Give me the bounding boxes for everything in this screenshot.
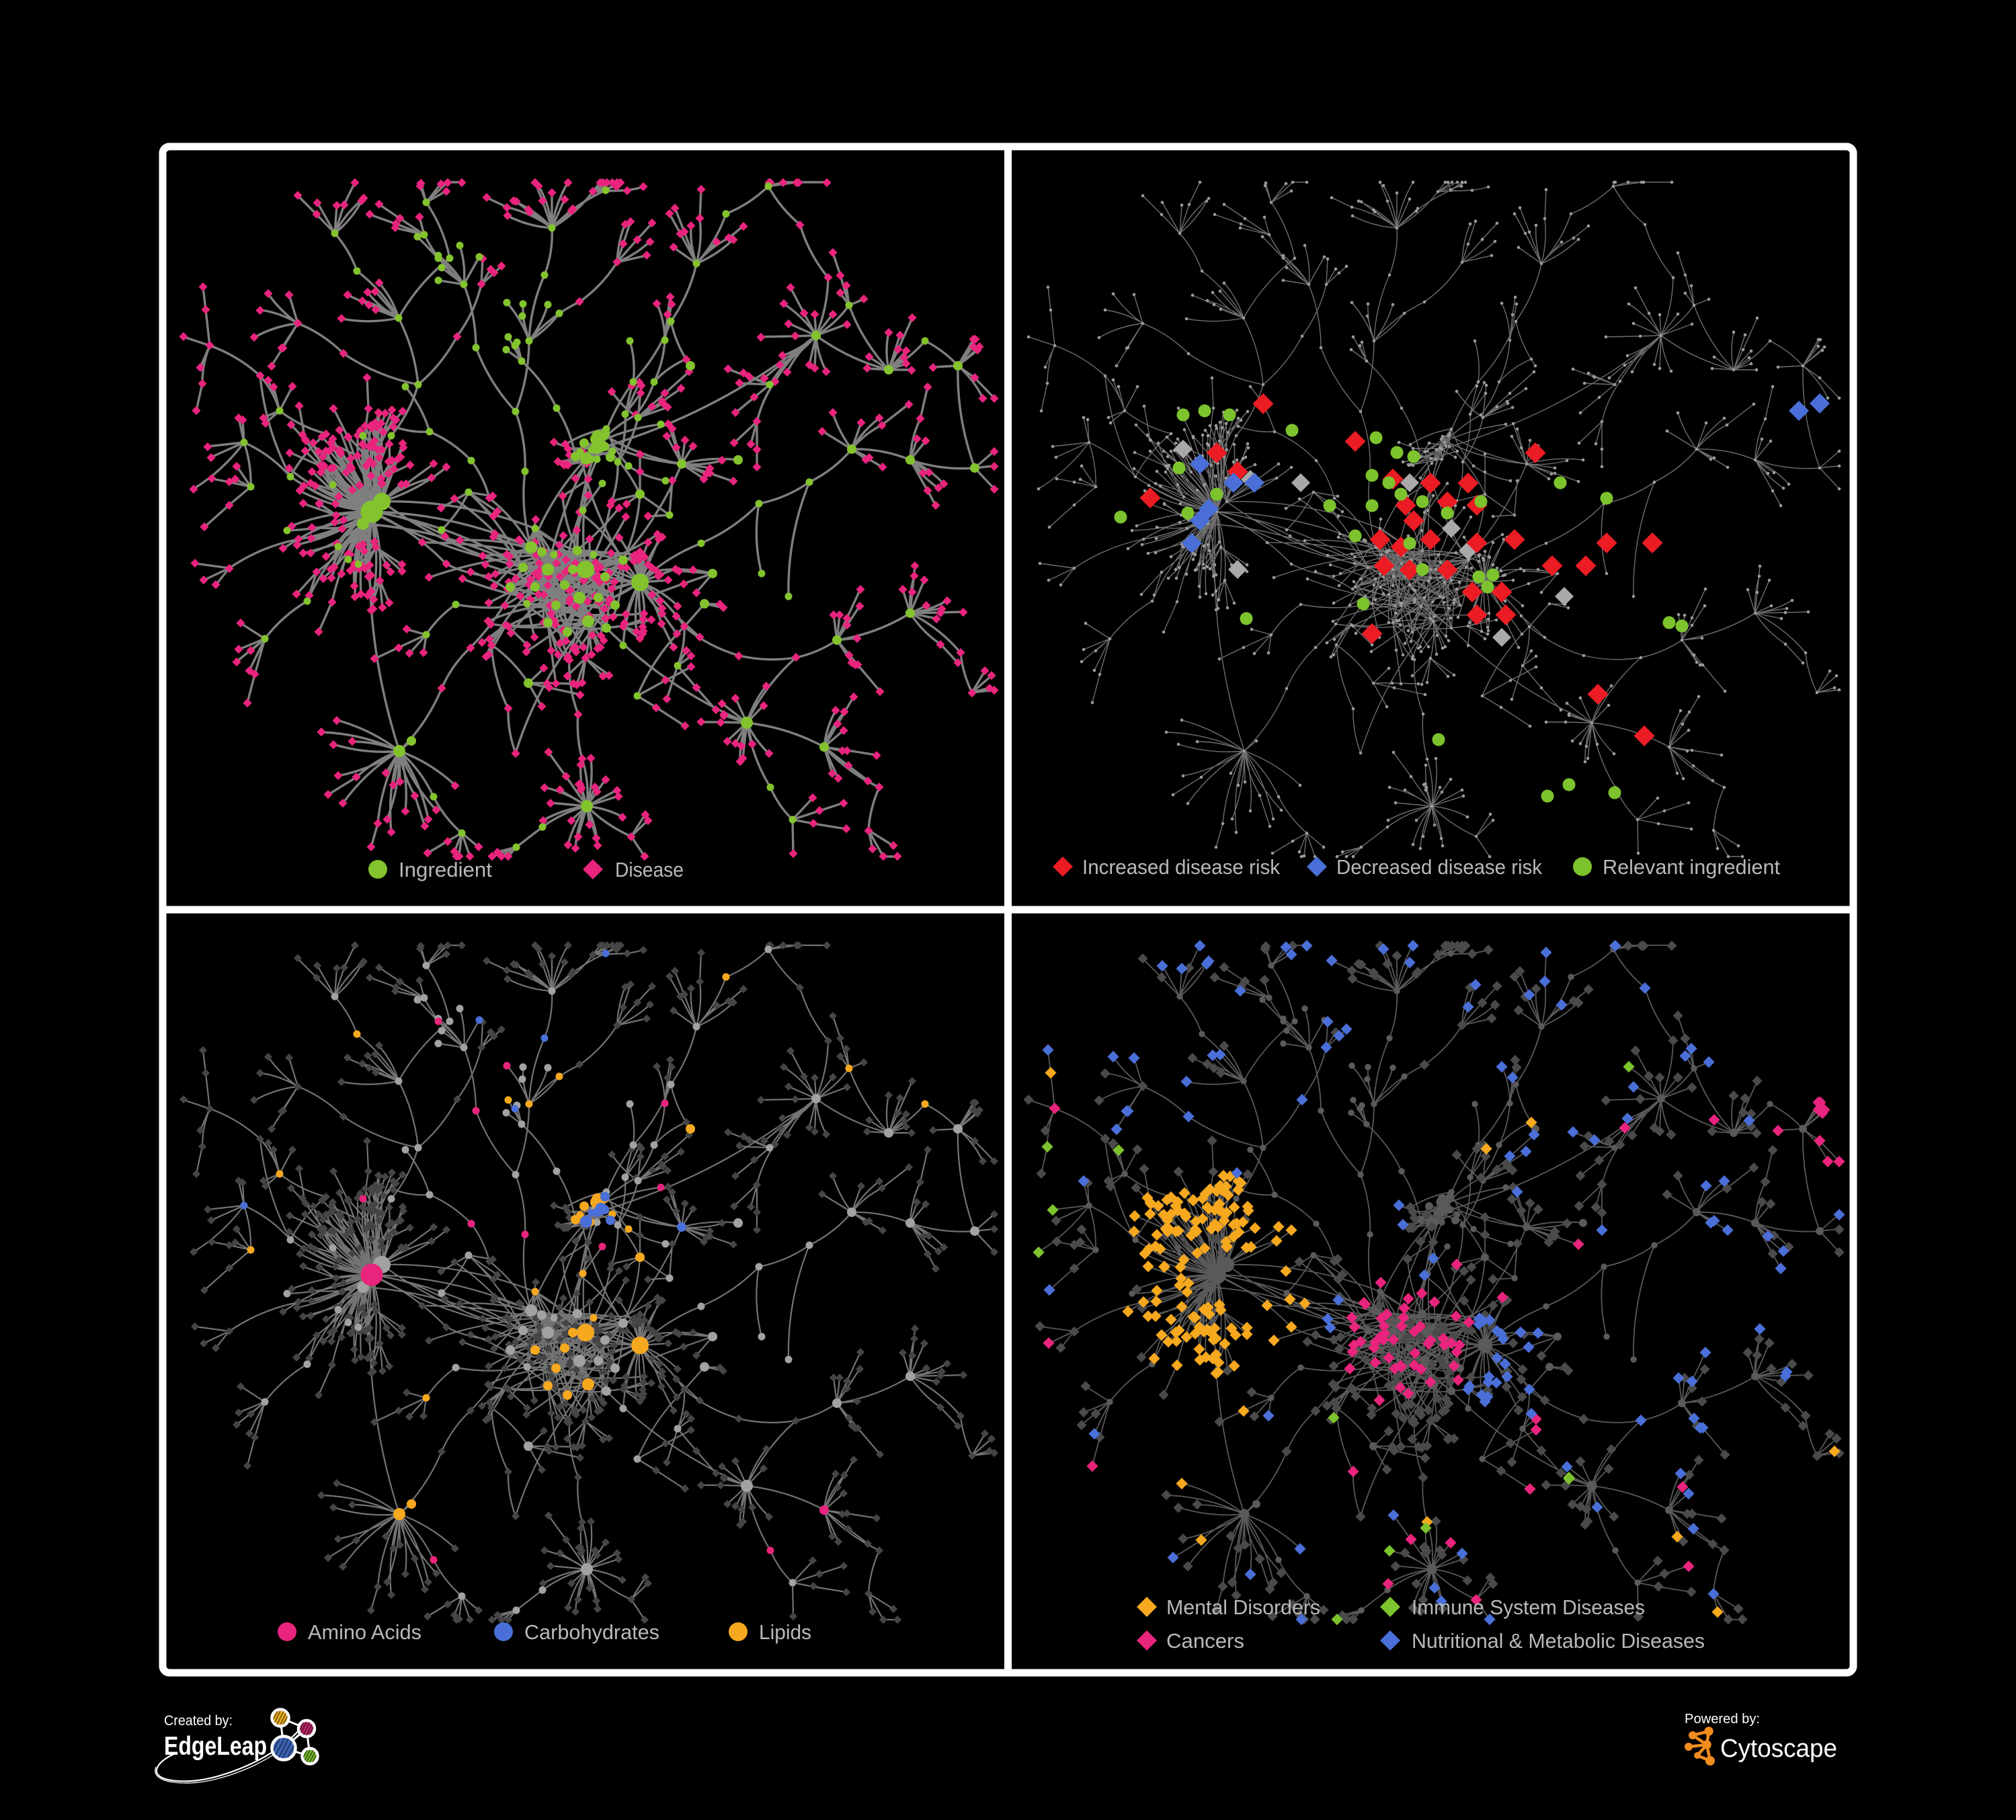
svg-text:Ingredient: Ingredient (399, 858, 492, 881)
svg-text:Cytoscape: Cytoscape (1720, 1735, 1837, 1763)
svg-text:Created by:: Created by: (164, 1713, 233, 1729)
svg-text:Lipids: Lipids (759, 1620, 811, 1644)
svg-text:EdgeLeap: EdgeLeap (164, 1732, 267, 1761)
svg-text:Relevant ingredient: Relevant ingredient (1603, 855, 1780, 879)
svg-text:Nutritional & Metabolic Diseas: Nutritional & Metabolic Diseases (1412, 1629, 1705, 1653)
svg-text:Carbohydrates: Carbohydrates (524, 1620, 659, 1644)
svg-text:Disease: Disease (615, 858, 684, 881)
svg-text:Amino Acids: Amino Acids (308, 1620, 421, 1644)
svg-text:Cancers: Cancers (1166, 1629, 1244, 1653)
svg-text:Decreased disease risk: Decreased disease risk (1336, 855, 1542, 879)
svg-text:Increased disease risk: Increased disease risk (1082, 855, 1280, 879)
svg-text:Mental Disorders: Mental Disorders (1166, 1595, 1320, 1619)
svg-text:Powered by:: Powered by: (1685, 1711, 1760, 1727)
svg-text:Immune System Diseases: Immune System Diseases (1412, 1595, 1645, 1619)
